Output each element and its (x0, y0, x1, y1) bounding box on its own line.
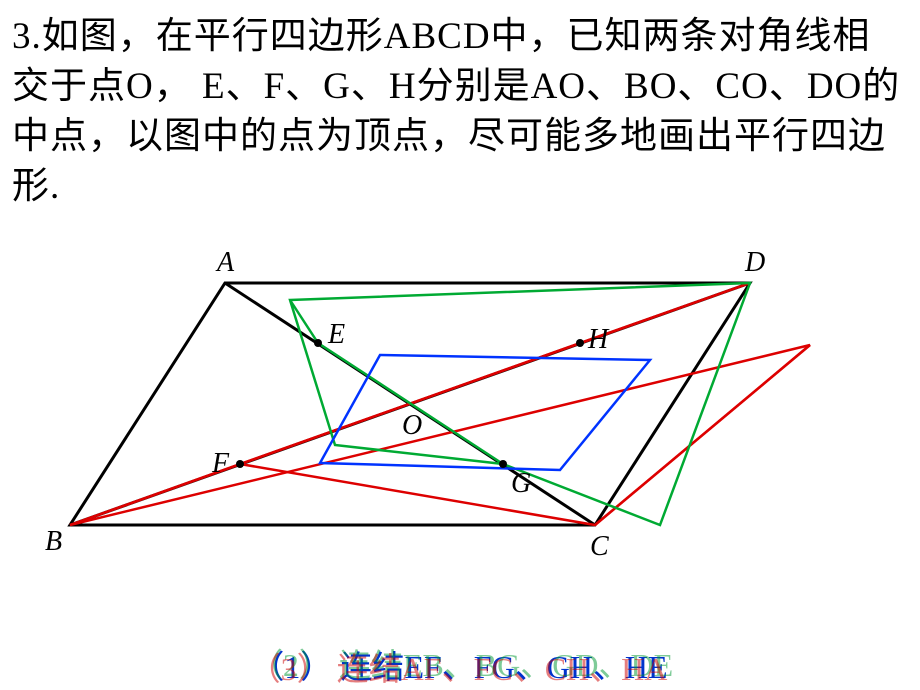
svg-text:E: E (327, 319, 345, 350)
answer-line: （1） 连结EF、FG、GH、HE （2） 连结EB、BG、GD、DE （3） … (0, 642, 920, 682)
svg-text:B: B (45, 526, 62, 557)
svg-text:C: C (590, 531, 609, 562)
diagram-svg: A D B C E F G H O (0, 225, 850, 595)
question-number: 3. (12, 16, 42, 57)
question-text: 3.如图，在平行四边形ABCD中，已知两条对角线相交于点O， E、F、G、H分别… (0, 0, 920, 220)
answer-red: （3） 连结AF、FC、CH、HA (249, 644, 668, 690)
question-body: 如图，在平行四边形ABCD中，已知两条对角线相交于点O， E、F、G、H分别是A… (12, 16, 900, 207)
svg-text:G: G (511, 468, 531, 499)
svg-text:D: D (744, 247, 765, 278)
svg-text:H: H (587, 324, 610, 355)
svg-text:O: O (402, 410, 422, 441)
svg-text:F: F (211, 448, 230, 479)
svg-text:A: A (215, 247, 235, 278)
diagram: A D B C E F G H O (0, 225, 850, 595)
answer-area: （1） 连结EF、FG、GH、HE （2） 连结EB、BG、GD、DE （3） … (0, 642, 920, 682)
